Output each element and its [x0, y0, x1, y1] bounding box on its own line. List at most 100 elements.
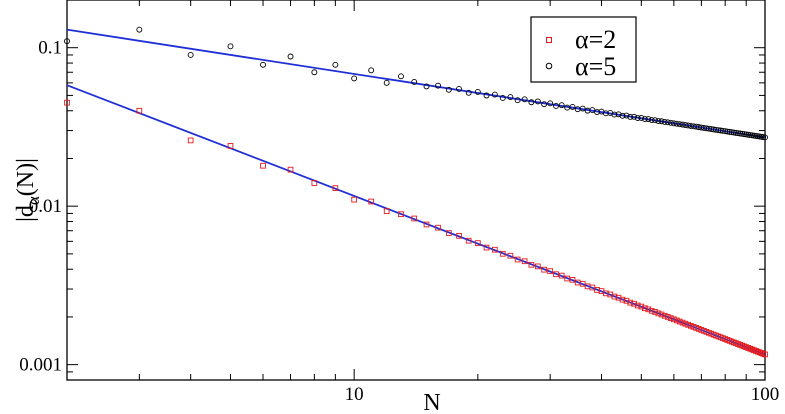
marker-alpha-5 — [521, 96, 528, 103]
marker-alpha-5 — [332, 61, 339, 68]
y-tick-label: 0.01 — [29, 196, 62, 217]
marker-alpha-5 — [579, 105, 586, 112]
legend: α=2 α=5 — [530, 16, 637, 83]
marker-alpha-5 — [541, 101, 548, 108]
marker-alpha-5 — [728, 129, 735, 136]
marker-alpha-5 — [602, 110, 609, 117]
marker-alpha-5 — [676, 121, 683, 128]
marker-alpha-5 — [658, 118, 665, 125]
marker-alpha-2 — [499, 250, 506, 257]
marker-alpha-5 — [474, 88, 481, 95]
marker-alpha-5 — [553, 102, 559, 109]
marker-alpha-2 — [435, 224, 441, 231]
marker-alpha-5 — [726, 128, 733, 135]
marker-alpha-5 — [435, 82, 441, 89]
marker-alpha-5 — [287, 53, 294, 60]
marker-alpha-2 — [445, 230, 452, 236]
marker-alpha-5 — [719, 127, 726, 134]
marker-alpha-2 — [671, 316, 677, 323]
marker-alpha-5 — [730, 129, 737, 136]
marker-alpha-5 — [260, 61, 266, 68]
marker-alpha-5 — [499, 94, 506, 101]
marker-alpha-5 — [722, 128, 729, 135]
marker-alpha-2 — [456, 232, 462, 239]
marker-alpha-5 — [351, 75, 358, 82]
marker-alpha-5 — [456, 85, 462, 92]
marker-alpha-5 — [398, 73, 404, 80]
marker-alpha-5 — [491, 91, 498, 98]
marker-alpha-5 — [648, 117, 655, 124]
x-tick-label: 10 — [345, 384, 364, 405]
marker-alpha-5 — [685, 122, 692, 129]
marker-alpha-5 — [528, 99, 535, 106]
plot-frame — [66, 0, 766, 381]
marker-alpha-2 — [411, 215, 418, 222]
marker-alpha-2 — [474, 240, 481, 246]
marker-alpha-5 — [655, 118, 662, 124]
marker-alpha-2 — [652, 309, 658, 315]
marker-alpha-5 — [661, 118, 668, 125]
marker-alpha-5 — [534, 98, 541, 105]
marker-alpha-2 — [564, 275, 571, 282]
marker-alpha-5 — [641, 116, 648, 123]
marker-alpha-2 — [547, 268, 554, 275]
marker-alpha-2 — [187, 137, 194, 144]
marker-alpha-2 — [311, 180, 318, 186]
marker-alpha-2 — [645, 306, 652, 313]
marker-alpha-5 — [627, 113, 634, 120]
marker-alpha-2 — [664, 314, 671, 320]
marker-alpha-5 — [507, 94, 514, 100]
marker-alpha-2 — [603, 290, 609, 297]
marker-alpha-2 — [521, 258, 528, 265]
marker-alpha-5 — [739, 130, 746, 137]
marker-alpha-5 — [634, 115, 641, 121]
marker-alpha-2 — [758, 350, 765, 356]
marker-alpha-5 — [652, 117, 659, 124]
marker-alpha-2 — [745, 345, 752, 351]
marker-alpha-2 — [528, 261, 535, 268]
marker-alpha-2 — [747, 345, 753, 352]
marker-alpha-5 — [615, 111, 622, 118]
marker-alpha-2 — [619, 296, 626, 303]
y-tick-label: 0.001 — [19, 355, 62, 376]
y-axis-title-main: |d — [13, 205, 39, 222]
marker-alpha-5 — [64, 38, 70, 45]
marker-alpha-5 — [670, 120, 677, 127]
y-axis-title: |dα(N)| — [13, 158, 43, 222]
marker-alpha-2 — [762, 351, 768, 358]
marker-alpha-5 — [136, 26, 143, 33]
marker-alpha-5 — [187, 52, 194, 58]
marker-alpha-2 — [535, 263, 541, 270]
marker-alpha-5 — [445, 86, 452, 93]
marker-alpha-5 — [483, 92, 490, 99]
marker-alpha-5 — [619, 112, 626, 119]
x-axis-title: N — [423, 390, 440, 414]
legend-label-alpha-5: α=5 — [575, 52, 616, 81]
marker-alpha-2 — [558, 272, 565, 279]
marker-alpha-5 — [631, 113, 637, 120]
marker-alpha-5 — [735, 130, 742, 137]
marker-alpha-5 — [679, 121, 686, 128]
marker-alpha-5 — [311, 69, 318, 76]
marker-alpha-5 — [724, 128, 731, 135]
marker-alpha-2 — [634, 302, 641, 309]
marker-alpha-5 — [682, 122, 689, 129]
legend-marker-alpha-5 — [545, 62, 553, 70]
y-axis-title-tail: (N)| — [13, 158, 39, 196]
y-axis-title-subscript: α — [24, 196, 43, 205]
marker-alpha-2 — [751, 347, 757, 354]
marker-alpha-5 — [737, 130, 744, 137]
legend-label-alpha-2: α=2 — [575, 25, 616, 54]
marker-alpha-5 — [638, 115, 645, 121]
marker-alpha-2 — [668, 315, 674, 321]
marker-alpha-2 — [260, 162, 266, 169]
marker-alpha-5 — [667, 119, 674, 126]
marker-alpha-2 — [611, 293, 618, 300]
marker-alpha-5 — [383, 79, 390, 86]
marker-alpha-5 — [623, 112, 630, 119]
marker-alpha-5 — [227, 43, 234, 50]
marker-alpha-5 — [514, 97, 521, 104]
marker-alpha-2 — [368, 198, 375, 205]
marker-alpha-2 — [753, 348, 759, 354]
